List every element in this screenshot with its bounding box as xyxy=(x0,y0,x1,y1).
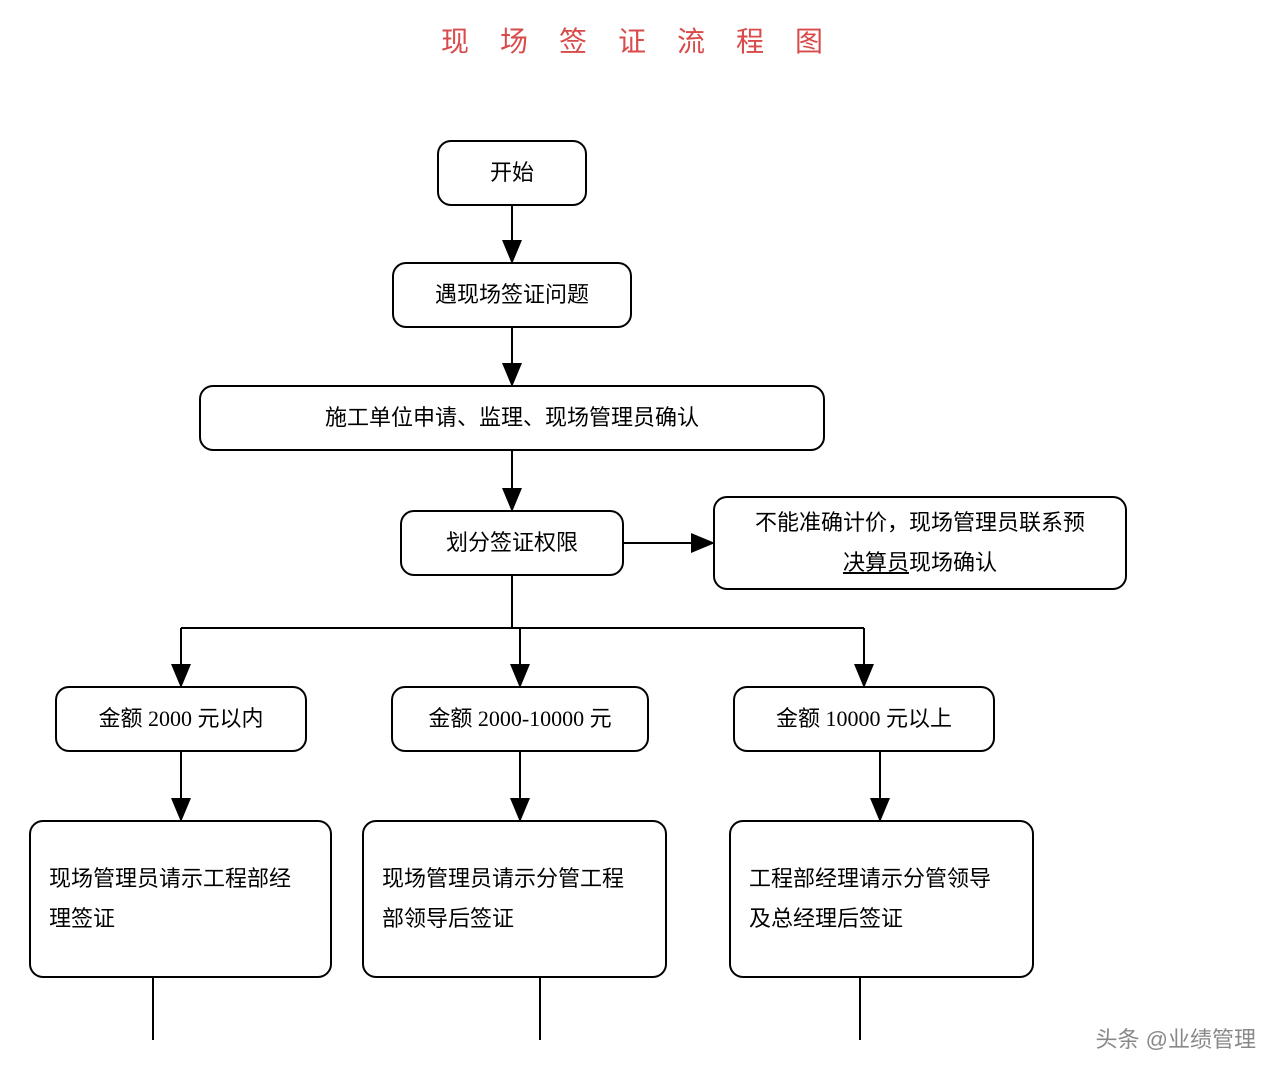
node-action-1: 现场管理员请示工程部经 理签证 xyxy=(29,820,332,978)
node-action-2: 现场管理员请示分管工程 部领导后签证 xyxy=(362,820,667,978)
node-apply: 施工单位申请、监理、现场管理员确认 xyxy=(199,385,825,451)
node-amount-2000: 金额 2000 元以内 xyxy=(55,686,307,752)
node-action-3: 工程部经理请示分管领导 及总经理后签证 xyxy=(729,820,1034,978)
node-amount-2000-10000: 金额 2000-10000 元 xyxy=(391,686,649,752)
node-amount-10000-label: 金额 10000 元以上 xyxy=(776,699,952,739)
sidenote-line2: 决算员现场确认 xyxy=(843,550,997,575)
diagram-title: 现 场 签 证 流 程 图 xyxy=(441,20,835,60)
node-action-1-label: 现场管理员请示工程部经 理签证 xyxy=(49,859,291,938)
action2-line1: 现场管理员请示分管工程 xyxy=(382,866,624,891)
node-amount-2000-10000-label: 金额 2000-10000 元 xyxy=(428,699,611,739)
node-sidenote: 不能准确计价，现场管理员联系预 决算员现场确认 xyxy=(713,496,1127,590)
node-divide: 划分签证权限 xyxy=(400,510,624,576)
node-divide-label: 划分签证权限 xyxy=(446,523,578,563)
node-action-2-label: 现场管理员请示分管工程 部领导后签证 xyxy=(382,859,624,938)
node-action-3-label: 工程部经理请示分管领导 及总经理后签证 xyxy=(749,859,991,938)
action1-line2: 理签证 xyxy=(49,906,115,931)
watermark-text: 头条 @业绩管理 xyxy=(1096,1022,1256,1054)
node-start-label: 开始 xyxy=(490,153,534,193)
node-sidenote-label: 不能准确计价，现场管理员联系预 决算员现场确认 xyxy=(755,503,1085,582)
node-amount-10000: 金额 10000 元以上 xyxy=(733,686,995,752)
action1-line1: 现场管理员请示工程部经 xyxy=(49,866,291,891)
node-apply-label: 施工单位申请、监理、现场管理员确认 xyxy=(325,398,699,438)
action3-line1: 工程部经理请示分管领导 xyxy=(749,866,991,891)
node-start: 开始 xyxy=(437,140,587,206)
node-encounter: 遇现场签证问题 xyxy=(392,262,632,328)
action3-line2: 及总经理后签证 xyxy=(749,906,903,931)
node-encounter-label: 遇现场签证问题 xyxy=(435,275,589,315)
action2-line2: 部领导后签证 xyxy=(382,906,514,931)
sidenote-line1: 不能准确计价，现场管理员联系预 xyxy=(755,510,1085,535)
node-amount-2000-label: 金额 2000 元以内 xyxy=(98,699,263,739)
